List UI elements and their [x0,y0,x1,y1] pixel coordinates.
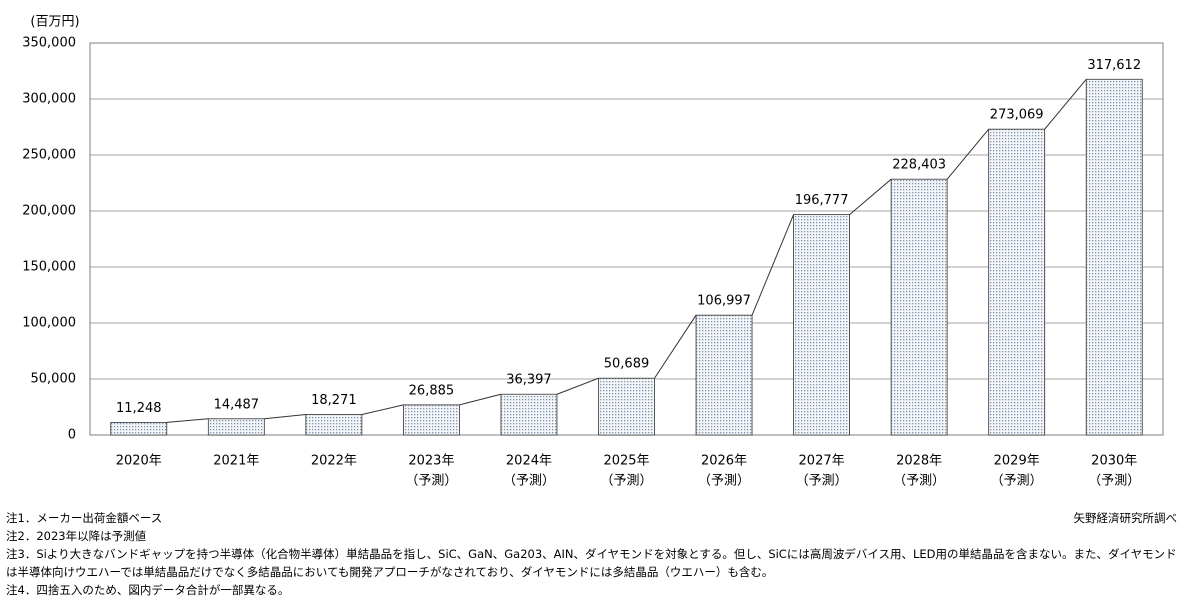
y-tick-label: 150,000 [22,260,76,275]
notes: 注1．メーカー出荷金額ベース 注2．2023年以降は予測値注3．Siより大きなバン… [6,509,1178,599]
value-label: 106,997 [697,294,751,309]
bar [890,178,948,436]
note: 注3．Siより大きなバンドギャップを持つ半導体（化合物半導体）単結晶品を指し、S… [6,547,1177,579]
connector-line [751,214,795,316]
bar [793,214,850,436]
y-tick-label: 200,000 [22,204,76,219]
x-tick-label: （予測） [405,474,457,489]
x-tick-label: 2024年 [506,454,552,469]
y-tick-label: 350,000 [22,36,76,51]
value-label: 11,248 [116,401,162,416]
y-tick-label: 300,000 [22,92,76,107]
x-tick-label: 2026年 [701,454,747,469]
connector-line [1044,78,1087,130]
y-tick-label: 0 [68,428,76,443]
x-tick-label: （予測） [1088,474,1140,489]
x-tick-label: （予測） [893,474,945,489]
connector-line [946,128,990,180]
value-label: 317,612 [1087,58,1141,73]
x-tick-label: 2021年 [213,454,259,469]
bar [110,422,168,436]
bar [403,404,460,436]
x-tick-label: 2022年 [311,454,357,469]
connector-line [654,314,697,379]
y-tick-label: 50,000 [31,372,77,387]
connector-line [166,418,209,423]
value-label: 26,885 [409,383,455,398]
value-label: 18,271 [311,393,357,408]
x-tick-label: 2029年 [994,454,1040,469]
value-label: 228,403 [892,158,946,173]
connector-line [849,178,892,215]
note: 注2．2023年以降は予測値 [6,529,147,543]
value-label: 273,069 [990,108,1044,123]
x-tick-label: （予測） [796,474,848,489]
bar [207,418,265,436]
x-tick-label: （予測） [503,474,555,489]
source: 矢野経済研究所調べ [1073,511,1178,525]
y-tick-label: 250,000 [22,148,76,163]
value-label: 14,487 [214,397,260,412]
unit-label: (百万円) [30,15,79,30]
x-tick-label: 2027年 [799,454,845,469]
bar [305,414,363,436]
connector-line [361,404,404,416]
bar [988,128,1046,436]
note: 注4．四捨五入のため、図内データ合計が一部異なる。 [6,583,290,597]
x-tick-label: （予測） [600,474,652,489]
bar [695,314,753,436]
bar [1085,78,1143,436]
note: 注1．メーカー出荷金額ベース [6,511,163,525]
bar [598,377,655,436]
x-tick-label: 2028年 [896,454,942,469]
value-label: 36,397 [506,373,552,388]
value-label: 50,689 [604,357,650,372]
x-tick-label: （予測） [698,474,750,489]
bar [500,393,558,436]
x-tick-label: 2020年 [116,454,162,469]
connector-line [556,377,599,395]
x-tick-label: 2023年 [408,454,454,469]
x-tick-label: 2030年 [1091,454,1137,469]
chart: (百万円) 0 50,000 100,000 150,000 200,000 250,00… [22,15,1164,489]
connector-line [264,414,306,420]
x-tick-label: 2025年 [603,454,649,469]
y-tick-label: 100,000 [22,316,76,331]
x-tick-label: （予測） [991,474,1043,489]
connector-line [459,393,502,406]
value-label: 196,777 [795,193,849,208]
